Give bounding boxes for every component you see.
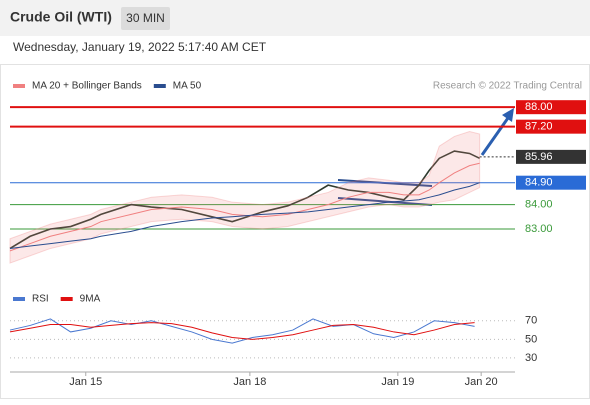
interval-badge [121,7,170,30]
arrow-head [502,108,514,122]
bollinger-band [9,131,481,264]
level-label: 88.00 [525,101,553,113]
level-box [516,119,586,134]
x-tick-label: Jan 18 [233,376,266,388]
x-tick-label: Jan 20 [465,376,498,388]
legend-swatch [13,84,25,88]
level-box [516,175,586,190]
y-tick-label: 70 [525,315,537,327]
legend-label: RSI [32,294,49,305]
legend-label: MA 50 [173,81,202,92]
legend-swatch [153,84,166,88]
level-label: 83.00 [525,223,553,235]
y-tick-label: 30 [525,352,537,364]
level-label: 87.20 [525,121,553,133]
x-tick-label: Jan 15 [69,376,102,388]
level-label: 85.96 [525,151,553,163]
legend-swatch [60,297,73,301]
legend-swatch [13,297,25,301]
y-tick-label: 50 [525,333,537,345]
level-box [516,100,586,115]
legend-label: 9MA [80,294,101,305]
level-label: 84.90 [525,177,553,189]
projection-arrow [480,117,510,156]
x-tick-label: Jan 19 [381,376,414,388]
timestamp: Wednesday, January 19, 2022 5:17:40 AM C… [13,40,267,54]
series-line [9,150,480,250]
legend-label: MA 20 + Bollinger Bands [32,81,142,92]
level-label: 84.00 [525,199,553,211]
series-line [9,182,480,249]
credit: Research © 2022 Trading Central [433,81,582,92]
series-line [9,318,475,344]
level-box [516,149,586,164]
instrument-title: Crude Oil (WTI) [10,9,112,25]
header-bar [0,0,590,36]
interval-label: 30 MIN [126,11,165,25]
series-line [9,162,480,252]
series-line [9,322,475,340]
